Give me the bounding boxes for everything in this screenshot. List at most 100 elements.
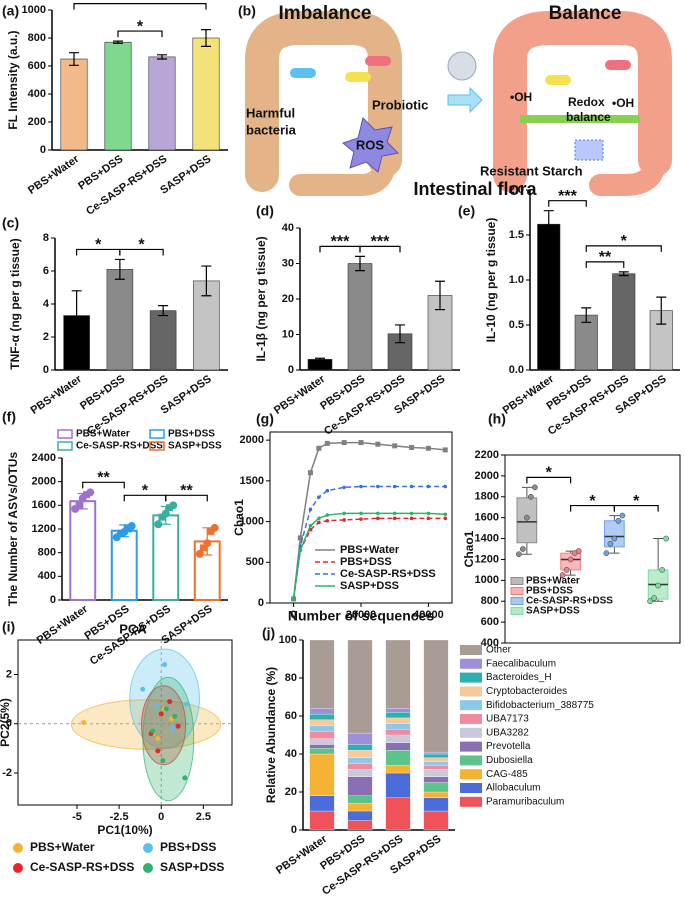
y-tick-label: 0.0 bbox=[509, 364, 524, 376]
data-point bbox=[659, 567, 665, 573]
panel-label: (a) bbox=[2, 3, 19, 19]
x-axis-label: PC1(10%) bbox=[97, 823, 152, 837]
y-tick-label: 500 bbox=[246, 556, 264, 568]
point bbox=[409, 516, 414, 521]
data-point bbox=[647, 598, 653, 605]
point bbox=[307, 470, 313, 476]
line bbox=[292, 517, 446, 600]
y-tick-label: -2 bbox=[2, 767, 12, 779]
point bbox=[392, 443, 398, 449]
legend-label: SASP+DSS bbox=[168, 441, 222, 452]
bar-segment bbox=[423, 751, 449, 755]
x-tick-label: PBS+Water bbox=[501, 373, 557, 417]
particle bbox=[447, 51, 477, 81]
bar-segment bbox=[423, 761, 449, 766]
legend-label: PBS+DSS bbox=[160, 840, 216, 854]
y-tick-label: 40 bbox=[282, 222, 294, 234]
y-tick-label: 0 bbox=[50, 594, 56, 606]
legend-swatch bbox=[460, 783, 482, 793]
legend-label: SASP+DSS bbox=[340, 580, 399, 592]
legend-label: CAG-485 bbox=[486, 769, 528, 780]
y-tick-label: 1600 bbox=[475, 512, 499, 524]
y-tick-label: 6 bbox=[43, 265, 49, 277]
significance-bracket bbox=[548, 200, 587, 207]
significance-label: * bbox=[95, 237, 102, 254]
y-tick-label: 600 bbox=[481, 616, 499, 628]
point bbox=[409, 444, 415, 450]
bacterium bbox=[545, 75, 571, 85]
line bbox=[292, 485, 446, 600]
error-bar bbox=[656, 296, 667, 325]
y-axis-label: IL-1β (ng per g tissue) bbox=[254, 236, 268, 361]
y-tick-label: 600 bbox=[28, 60, 46, 72]
point bbox=[359, 511, 363, 516]
legend-swatch bbox=[460, 700, 482, 711]
y-tick-label: 2000 bbox=[475, 470, 499, 482]
legend-label: PBS+Water bbox=[30, 840, 95, 854]
y-tick-label: 400 bbox=[28, 88, 46, 100]
y-tick-label: 0.5 bbox=[509, 319, 524, 331]
diagram-label: Resistant Starch bbox=[480, 163, 583, 178]
significance-label: * bbox=[137, 0, 144, 8]
point bbox=[291, 597, 296, 601]
data-point bbox=[210, 523, 219, 532]
y-tick-label: 2400 bbox=[32, 452, 56, 464]
point bbox=[342, 485, 346, 490]
bar-segment bbox=[309, 810, 335, 831]
y-tick-label: 1.0 bbox=[509, 274, 524, 286]
error-bar bbox=[201, 29, 211, 47]
data-point bbox=[207, 527, 215, 535]
point bbox=[376, 516, 380, 521]
plot-frame bbox=[17, 639, 233, 806]
bar-segment bbox=[423, 639, 449, 753]
x-tick-label: PBS+Water bbox=[26, 153, 82, 197]
x-tick-label: PBS+Water bbox=[272, 373, 328, 417]
bar bbox=[110, 529, 138, 602]
significance-bracket bbox=[613, 504, 659, 512]
legend-marker bbox=[13, 843, 23, 853]
legend-swatch bbox=[510, 597, 524, 605]
legend-swatch bbox=[510, 577, 524, 585]
whisker bbox=[609, 546, 620, 554]
diagram-label: bacteria bbox=[246, 122, 297, 137]
data-point bbox=[516, 551, 522, 558]
point bbox=[325, 488, 330, 493]
panel-label: (g) bbox=[256, 411, 274, 427]
point bbox=[376, 484, 380, 489]
bar bbox=[69, 500, 97, 602]
colon-left bbox=[245, 11, 402, 192]
bar-segment bbox=[347, 757, 373, 764]
point bbox=[409, 511, 414, 516]
data-point bbox=[611, 535, 618, 542]
legend-label: Ce-SASP-RS+DSS bbox=[526, 596, 613, 607]
data-point bbox=[567, 556, 574, 563]
y-tick-label: 400 bbox=[38, 570, 56, 582]
data-point bbox=[163, 706, 169, 712]
bar-segment bbox=[423, 765, 449, 770]
bar-segment bbox=[347, 776, 373, 796]
data-point bbox=[162, 662, 168, 668]
error-bar bbox=[435, 280, 445, 311]
data-point bbox=[603, 550, 610, 557]
y-tick-label: 1200 bbox=[32, 523, 56, 535]
panel-label: (h) bbox=[488, 411, 506, 427]
confidence-ellipse bbox=[141, 685, 187, 766]
y-axis-label: Chao1 bbox=[462, 530, 476, 567]
bar-segment bbox=[347, 803, 373, 812]
legend-swatch bbox=[460, 714, 482, 724]
legend-swatch bbox=[460, 741, 482, 752]
data-point bbox=[158, 711, 164, 717]
data-point bbox=[172, 713, 178, 719]
whisker bbox=[609, 515, 620, 521]
data-point bbox=[170, 726, 176, 732]
y-tick-label: 1.5 bbox=[509, 229, 524, 241]
bar-segment bbox=[385, 797, 411, 831]
legend-swatch bbox=[460, 658, 482, 669]
significance-bracket bbox=[73, 3, 207, 10]
y-tick-label: 2 bbox=[43, 331, 49, 343]
panel-label: (j) bbox=[262, 625, 275, 641]
legend-label: Ce-SASP-RS+DSS bbox=[30, 860, 134, 874]
point bbox=[317, 520, 321, 525]
point bbox=[325, 513, 330, 517]
legend-label: Other bbox=[486, 645, 512, 656]
